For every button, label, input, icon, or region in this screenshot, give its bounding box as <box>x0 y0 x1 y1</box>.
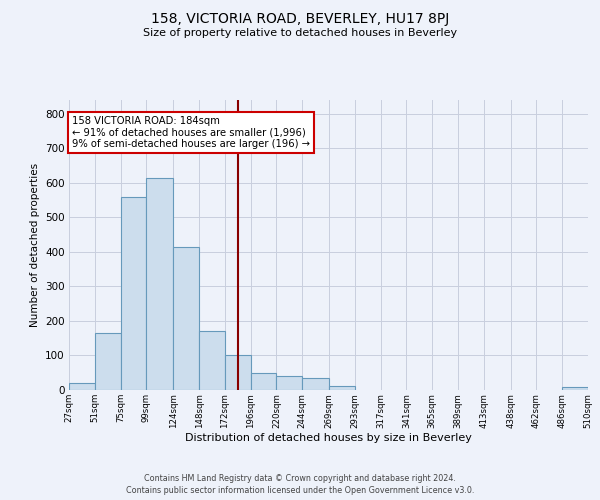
Bar <box>199 332 225 390</box>
Text: Contains public sector information licensed under the Open Government Licence v3: Contains public sector information licen… <box>126 486 474 495</box>
Text: 158, VICTORIA ROAD, BEVERLEY, HU17 8PJ: 158, VICTORIA ROAD, BEVERLEY, HU17 8PJ <box>151 12 449 26</box>
Bar <box>146 178 173 390</box>
Bar <box>562 387 588 390</box>
Bar <box>251 372 277 390</box>
Bar <box>69 383 95 390</box>
Bar <box>277 376 302 390</box>
Bar <box>95 333 121 390</box>
Text: 158 VICTORIA ROAD: 184sqm
← 91% of detached houses are smaller (1,996)
9% of sem: 158 VICTORIA ROAD: 184sqm ← 91% of detac… <box>72 116 310 148</box>
Y-axis label: Number of detached properties: Number of detached properties <box>29 163 40 327</box>
Text: Size of property relative to detached houses in Beverley: Size of property relative to detached ho… <box>143 28 457 38</box>
Text: Contains HM Land Registry data © Crown copyright and database right 2024.: Contains HM Land Registry data © Crown c… <box>144 474 456 483</box>
Bar <box>225 356 251 390</box>
Bar <box>302 378 329 390</box>
Bar <box>173 246 199 390</box>
X-axis label: Distribution of detached houses by size in Beverley: Distribution of detached houses by size … <box>185 433 472 443</box>
Bar <box>121 196 146 390</box>
Bar <box>329 386 355 390</box>
